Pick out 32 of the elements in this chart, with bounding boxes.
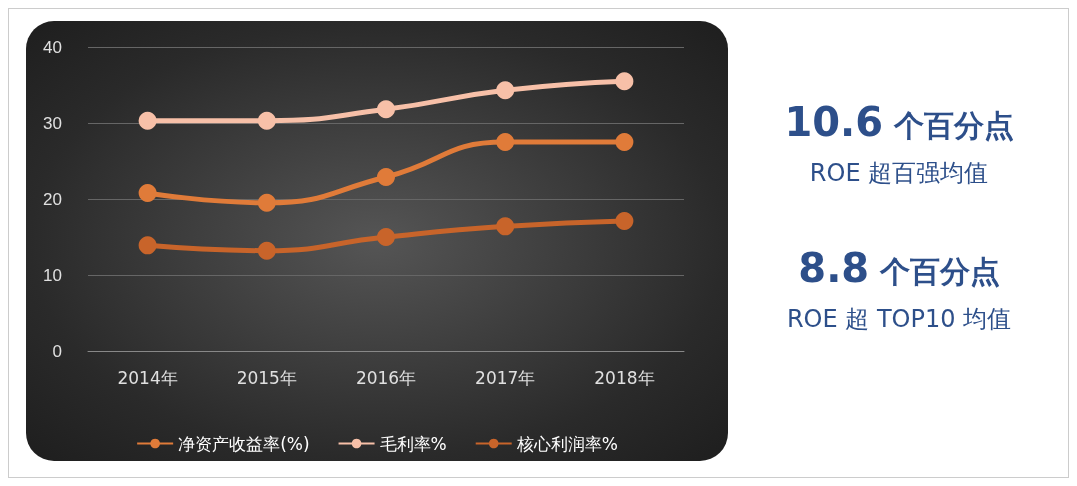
legend-label: 毛利率%	[379, 433, 447, 454]
x-tick-label: 2016年	[355, 367, 417, 388]
point	[138, 236, 157, 255]
legend-label: 净资产收益率(%)	[178, 433, 310, 454]
y-tick-label: 0	[52, 341, 62, 361]
point	[496, 217, 515, 236]
text: ROE 超 TOP10 均值	[785, 304, 1013, 335]
point	[496, 133, 515, 151]
point	[615, 72, 634, 91]
text: 10.6 个百分点	[784, 99, 1014, 145]
point	[496, 81, 515, 100]
point	[138, 183, 157, 202]
x-tick-label: 2014年	[117, 367, 178, 388]
point	[377, 100, 395, 119]
y-tick-label: 20	[43, 189, 62, 209]
y-tick-label: 40	[43, 37, 62, 57]
x-tick-label: 2017年	[475, 367, 536, 388]
point	[377, 228, 395, 246]
point	[377, 167, 395, 186]
legend-label: 核心利润率%	[515, 433, 618, 454]
point	[615, 212, 634, 231]
point	[615, 133, 634, 151]
point	[257, 241, 276, 260]
y-tick-label: 30	[43, 113, 62, 133]
x-tick-label: 2018年	[594, 367, 655, 388]
text: 8.8 个百分点	[798, 245, 1000, 291]
point	[257, 193, 276, 212]
point	[257, 111, 276, 130]
x-tick-label: 2015年	[236, 367, 297, 388]
y-tick-label: 10	[43, 265, 62, 285]
text: ROE 超百强均值	[808, 158, 990, 189]
point	[138, 111, 157, 130]
